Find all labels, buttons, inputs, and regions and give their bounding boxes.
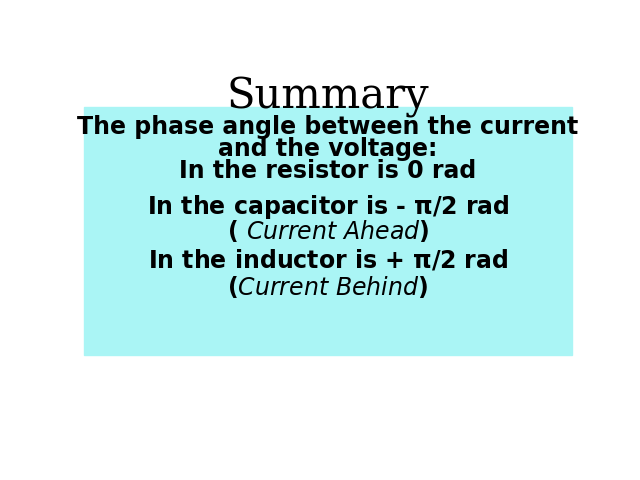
Text: and the voltage:: and the voltage:: [218, 137, 438, 161]
Text: ( $\it{Current\ Ahead}$): ( $\it{Current\ Ahead}$): [227, 218, 429, 244]
Text: The phase angle between the current: The phase angle between the current: [77, 115, 579, 139]
Text: In the inductor is + $\bf{\pi}$/2 rad: In the inductor is + $\bf{\pi}$/2 rad: [148, 248, 508, 273]
Text: In the resistor is 0 rad: In the resistor is 0 rad: [179, 159, 477, 183]
Text: ($\it{Current\ Behind}$): ($\it{Current\ Behind}$): [227, 274, 429, 300]
Text: Summary: Summary: [227, 76, 429, 118]
Text: In the capacitor is - $\bf{\pi}$/2 rad: In the capacitor is - $\bf{\pi}$/2 rad: [147, 192, 509, 220]
FancyBboxPatch shape: [84, 108, 572, 355]
